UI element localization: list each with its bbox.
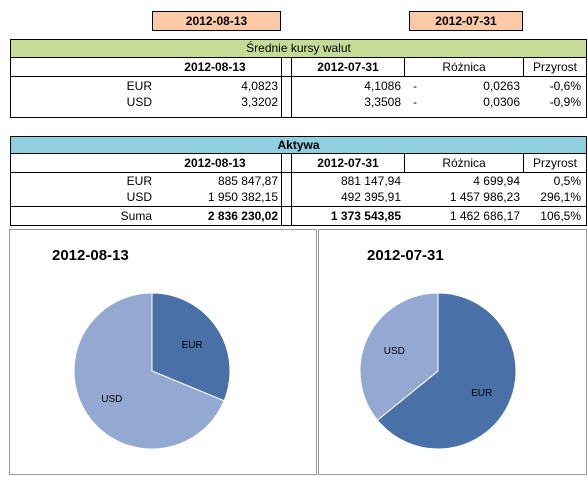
assets-col-diff: Różnica	[442, 156, 486, 170]
rates-row-growth: -0,9%	[549, 95, 581, 109]
rates-row-diff: 0,0263	[483, 79, 520, 93]
assets-row-growth: 296,1%	[540, 190, 581, 204]
rates-row-previous: 4,1086	[364, 79, 401, 93]
rates-row-sign: -	[413, 79, 417, 93]
pie-label-usd: USD	[101, 394, 122, 405]
pie-chart-current: 2012-08-13 EUR USD	[9, 229, 317, 475]
assets-row-diff: 1 457 986,23	[449, 190, 520, 204]
rates-row-growth: -0,6%	[549, 79, 581, 93]
assets-sum-diff: 1 462 686,17	[449, 209, 520, 223]
pie-label-eur: EUR	[471, 388, 492, 399]
assets-row-previous: 492 395,91	[340, 190, 401, 204]
assets-row-current: 885 847,87	[217, 174, 278, 188]
pie-slice-usd	[359, 292, 439, 421]
rates-row-currency: USD	[126, 95, 152, 109]
rates-row-sign: -	[413, 95, 417, 109]
pie-svg-current: EUR USD	[73, 292, 231, 450]
assets-row-previous: 881 147,94	[340, 174, 401, 188]
assets-title: Aktywa	[10, 136, 587, 154]
pie-slice-eur	[376, 292, 517, 450]
chart-title-current: 2012-08-13	[52, 247, 129, 264]
rates-row-currency: EUR	[126, 79, 152, 93]
assets-row-currency: EUR	[126, 174, 152, 188]
assets-sum-growth: 106,5%	[540, 209, 581, 223]
assets-table: Aktywa 2012-08-13 2012-07-31 Różnica Prz…	[10, 136, 587, 226]
assets-row-currency: USD	[126, 190, 152, 204]
rates-col-previous: 2012-07-31	[317, 60, 379, 74]
assets-row-growth: 0,5%	[553, 174, 581, 188]
rates-title: Średnie kursy walut	[10, 39, 587, 58]
rates-row-previous: 3,3508	[364, 95, 401, 109]
pie-label-usd: USD	[384, 346, 405, 357]
rates-row-diff: 0,0306	[483, 95, 520, 109]
chart-title-previous: 2012-07-31	[367, 247, 444, 264]
assets-sum-current: 2 836 230,02	[207, 209, 278, 223]
pie-svg-previous: EUR USD	[359, 292, 517, 450]
assets-col-previous: 2012-07-31	[317, 156, 379, 170]
assets-row-diff: 4 699,94	[473, 174, 520, 188]
rates-table: Średnie kursy walut 2012-08-13 2012-07-3…	[10, 39, 587, 118]
assets-col-growth: Przyrost	[532, 156, 577, 170]
assets-sum-label: Suma	[120, 209, 152, 223]
assets-row-current: 1 950 382,15	[207, 190, 278, 204]
assets-col-current: 2012-08-13	[184, 156, 246, 170]
rates-col-current: 2012-08-13	[184, 60, 246, 74]
pie-chart-previous: 2012-07-31 EUR USD	[318, 229, 587, 475]
current-date-header: 2012-08-13	[152, 11, 281, 31]
rates-row-current: 3,3202	[241, 95, 278, 109]
assets-sum-previous: 1 373 543,85	[330, 209, 401, 223]
rates-col-growth: Przyrost	[532, 60, 577, 74]
pie-label-eur: EUR	[182, 340, 203, 351]
previous-date-header: 2012-07-31	[409, 11, 523, 31]
pie-slice-usd	[73, 292, 225, 450]
rates-row-current: 4,0823	[241, 79, 278, 93]
rates-col-diff: Różnica	[442, 60, 486, 74]
pie-slice-eur	[151, 292, 231, 402]
